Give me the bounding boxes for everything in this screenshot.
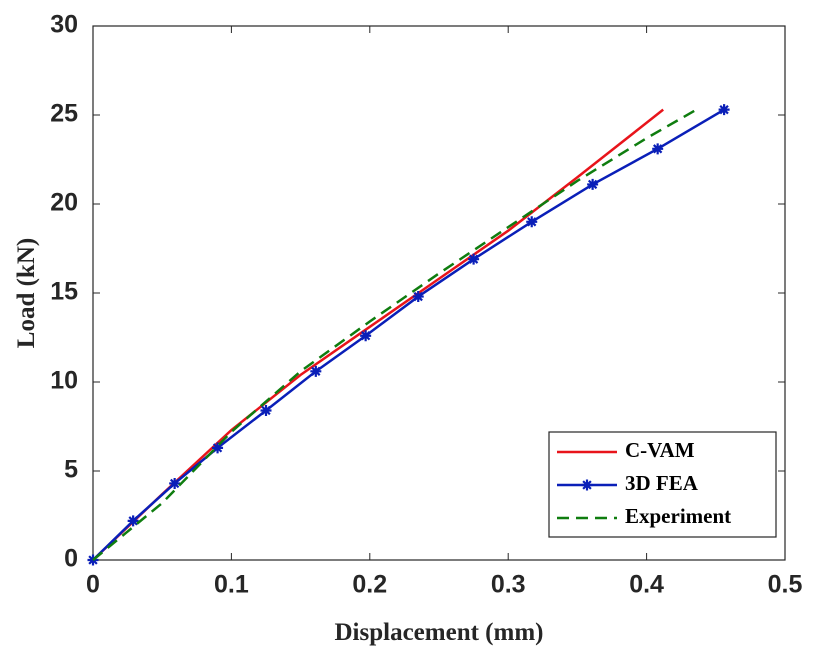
x-tick-label: 0.3 xyxy=(491,571,526,599)
x-tick-label: 0.4 xyxy=(629,571,664,599)
marker xyxy=(526,216,538,228)
plot-frame xyxy=(92,25,786,561)
y-tick-label: 30 xyxy=(50,11,78,39)
y-axis-label: Load (kN) xyxy=(13,238,40,348)
marker xyxy=(652,143,664,155)
marker xyxy=(581,479,593,491)
y-tick-label: 0 xyxy=(64,545,78,573)
y-tick-label: 5 xyxy=(64,456,78,484)
marker xyxy=(718,104,730,116)
marker xyxy=(260,404,272,416)
y-tick-label: 10 xyxy=(50,367,78,395)
marker xyxy=(169,477,181,489)
x-tick-label: 0.5 xyxy=(768,571,803,599)
legend-label: Experiment xyxy=(625,504,731,528)
y-tick-label: 15 xyxy=(50,278,78,306)
marker xyxy=(127,515,139,527)
marker xyxy=(212,442,224,454)
y-tick-label: 25 xyxy=(50,100,78,128)
y-tick-label: 20 xyxy=(50,189,78,217)
marker xyxy=(310,365,322,377)
x-tick-label: 0.1 xyxy=(214,571,249,599)
marker xyxy=(587,178,599,190)
legend-label: 3D FEA xyxy=(625,471,699,495)
marker xyxy=(360,330,372,342)
marker xyxy=(412,291,424,303)
marker xyxy=(468,253,480,265)
series-line xyxy=(92,108,698,561)
x-tick-label: 0.2 xyxy=(352,571,387,599)
x-axis-label: Displacement (mm) xyxy=(335,619,544,646)
legend-label: C-VAM xyxy=(625,438,695,462)
x-tick-label: 0 xyxy=(86,571,100,599)
